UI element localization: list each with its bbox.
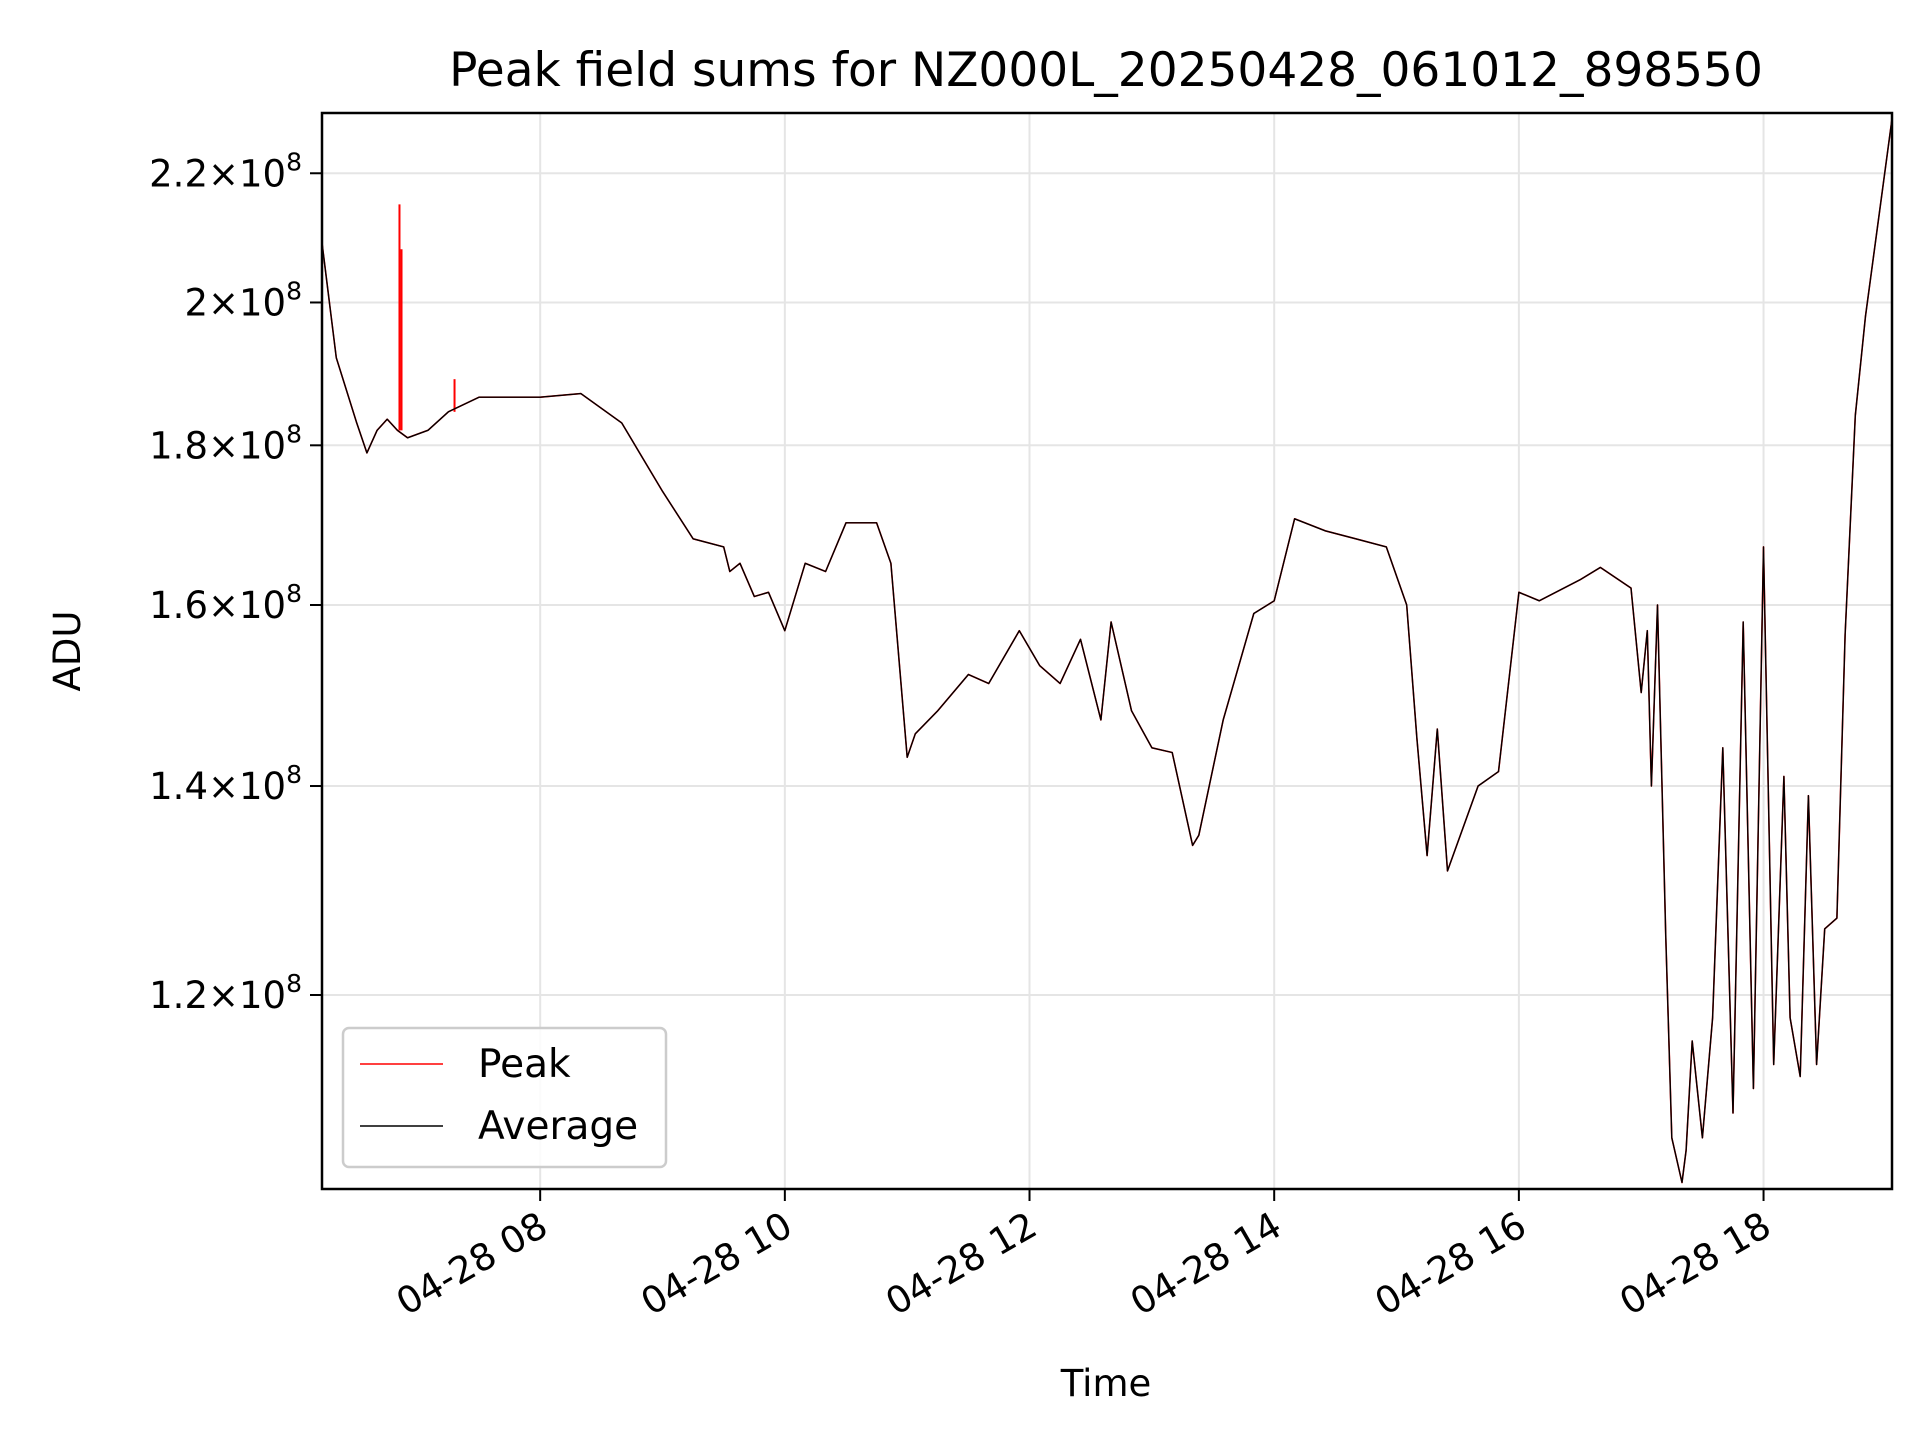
x-tick-label: 04-28 08 (389, 1204, 555, 1324)
y-tick-label: 2.2×108 (149, 147, 302, 195)
legend-label-peak: Peak (478, 1042, 571, 1087)
x-axis-label: Time (1060, 1362, 1152, 1405)
grid-lines (322, 113, 1892, 1189)
legend: Peak Average (341, 1026, 668, 1169)
legend-label-average: Average (478, 1104, 638, 1149)
y-tick-label: 1.4×108 (149, 760, 302, 808)
x-tick-label: 04-28 14 (1123, 1204, 1289, 1324)
y-tick-label: 1.6×108 (149, 579, 302, 627)
x-tick-label: 04-28 10 (634, 1204, 800, 1324)
plot-area (321, 118, 1893, 1184)
x-tick-label: 04-28 12 (878, 1204, 1044, 1324)
plot-frame (320, 111, 1894, 1191)
y-axis: 1.2×108 1.4×108 1.6×108 1.8×108 2×108 2.2×108 (149, 147, 322, 1017)
x-tick-label: 04-28 16 (1368, 1204, 1534, 1324)
y-axis-label: ADU (46, 611, 89, 692)
y-tick-label: 1.8×108 (149, 419, 302, 467)
legend-box (341, 1026, 668, 1169)
x-axis: 04-28 08 04-28 10 04-28 12 04-28 14 04-28 16… (389, 1189, 1778, 1324)
series-average-line (321, 118, 1893, 1184)
x-tick-label: 04-28 18 (1612, 1204, 1778, 1324)
chart-title: Peak field sums for NZ000L_20250428_0610… (449, 43, 1763, 98)
y-tick-label: 2×108 (184, 276, 302, 324)
y-tick-label: 1.2×108 (149, 969, 302, 1017)
